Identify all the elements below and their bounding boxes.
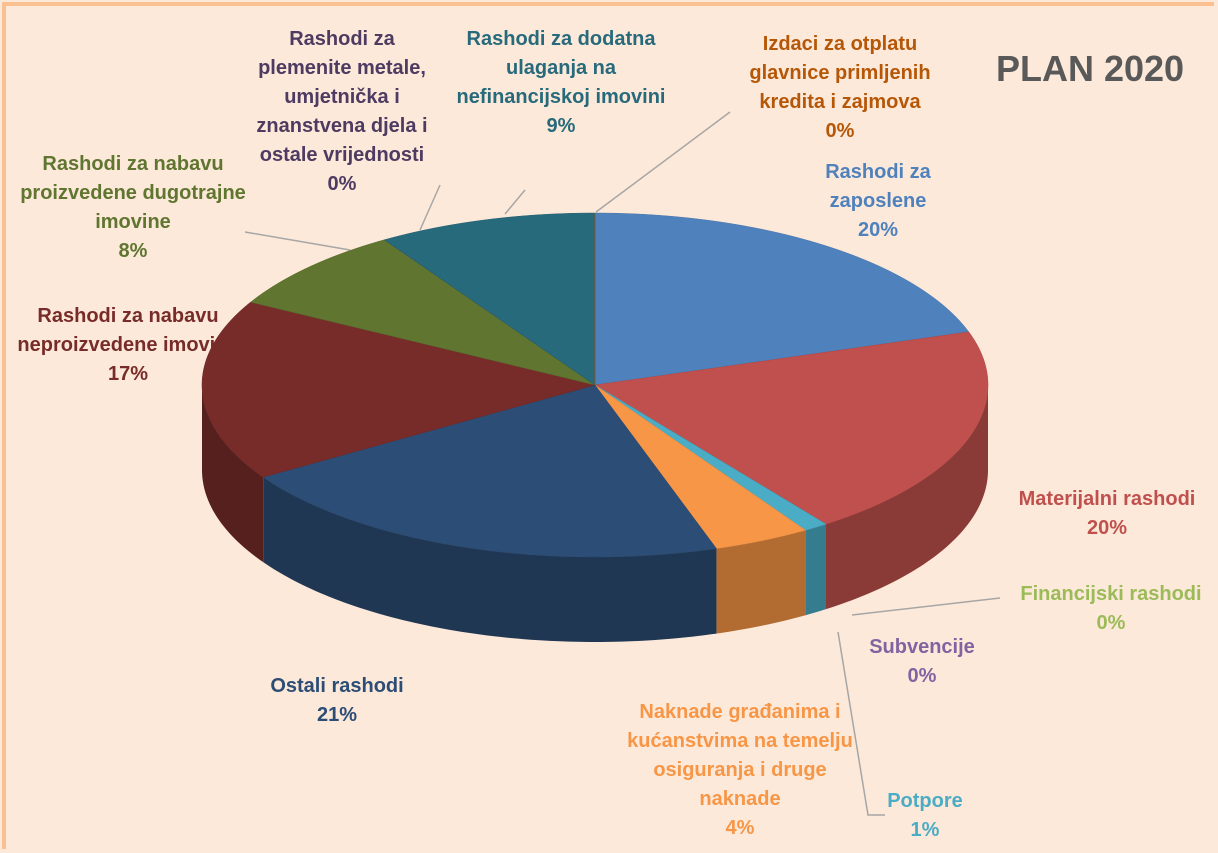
data-label: Ostali rashodi 21% [227, 672, 447, 730]
data-label: Naknade građanima i kućanstvima na temel… [615, 698, 865, 843]
label-name: Rashodi za dodatna ulaganja na nefinanci… [456, 28, 666, 108]
pie-side [202, 385, 264, 563]
label-value: 17% [107, 363, 149, 385]
leader-lines [244, 111, 1001, 816]
label-value: 1% [910, 819, 940, 841]
label-value: 0% [907, 665, 937, 687]
label-value: 20% [857, 219, 899, 241]
label-value: 0% [1096, 612, 1126, 634]
label-value: 0% [327, 173, 357, 195]
pie-slice [250, 239, 596, 386]
pie-tops [201, 212, 989, 558]
leader-line [851, 597, 1001, 616]
label-value: 20% [1086, 517, 1128, 539]
leader-line [244, 231, 351, 251]
data-label: Rashodi za dodatna ulaganja na nefinanci… [441, 25, 681, 141]
label-value: 9% [546, 115, 576, 137]
label-value: 21% [316, 704, 358, 726]
label-value: 4% [725, 817, 755, 839]
label-value: 0% [825, 120, 855, 142]
pie-slice [594, 384, 807, 549]
label-name: Materijalni rashodi [1018, 488, 1196, 510]
pie-side [805, 524, 826, 616]
label-value: 8% [118, 240, 148, 262]
data-label: Subvencije 0% [847, 633, 997, 691]
pie-slice [383, 212, 596, 386]
pie-slice [594, 212, 970, 386]
label-name: Rashodi za nabavu proizvedene dugotrajne… [20, 153, 246, 233]
label-name: Subvencije [869, 636, 975, 658]
data-label: Materijalni rashodi 20% [987, 485, 1218, 543]
pie-side [716, 530, 806, 634]
pie-sides [202, 385, 988, 642]
label-name: Rashodi za plemenite metale, umjetnička … [256, 28, 428, 166]
label-name: Ostali rashodi [270, 675, 404, 697]
leader-line [419, 184, 441, 231]
chart-title: PLAN 2020 [995, 48, 1185, 89]
label-name: Izdaci za otplatu glavnice primljenih kr… [749, 33, 931, 113]
data-label: Rashodi za plemenite metale, umjetnička … [242, 25, 442, 199]
data-label: Financijski rashodi 0% [991, 580, 1218, 638]
leader-line [837, 631, 885, 816]
data-label: Potpore 1% [865, 787, 985, 845]
pie-slice [262, 384, 717, 558]
data-label: Rashodi za zaposlene 20% [778, 158, 978, 245]
leader-line [504, 189, 526, 215]
pie-slice [594, 331, 989, 525]
data-label: Izdaci za otplatu glavnice primljenih kr… [735, 30, 945, 146]
pie-side [825, 385, 988, 610]
data-label: Rashodi za nabavu proizvedene dugotrajne… [8, 150, 258, 266]
label-name: Potpore [887, 790, 963, 812]
pie-slice [201, 301, 596, 478]
pie-side [263, 477, 717, 642]
label-name: Rashodi za zaposlene [825, 161, 931, 212]
label-name: Financijski rashodi [1020, 583, 1202, 605]
data-label: Rashodi za nabavu neproizvedene imovine 1… [3, 302, 253, 389]
leader-line [595, 111, 731, 213]
label-name: Naknade građanima i kućanstvima na temel… [627, 701, 853, 810]
label-name: Rashodi za nabavu neproizvedene imovine [17, 305, 239, 356]
